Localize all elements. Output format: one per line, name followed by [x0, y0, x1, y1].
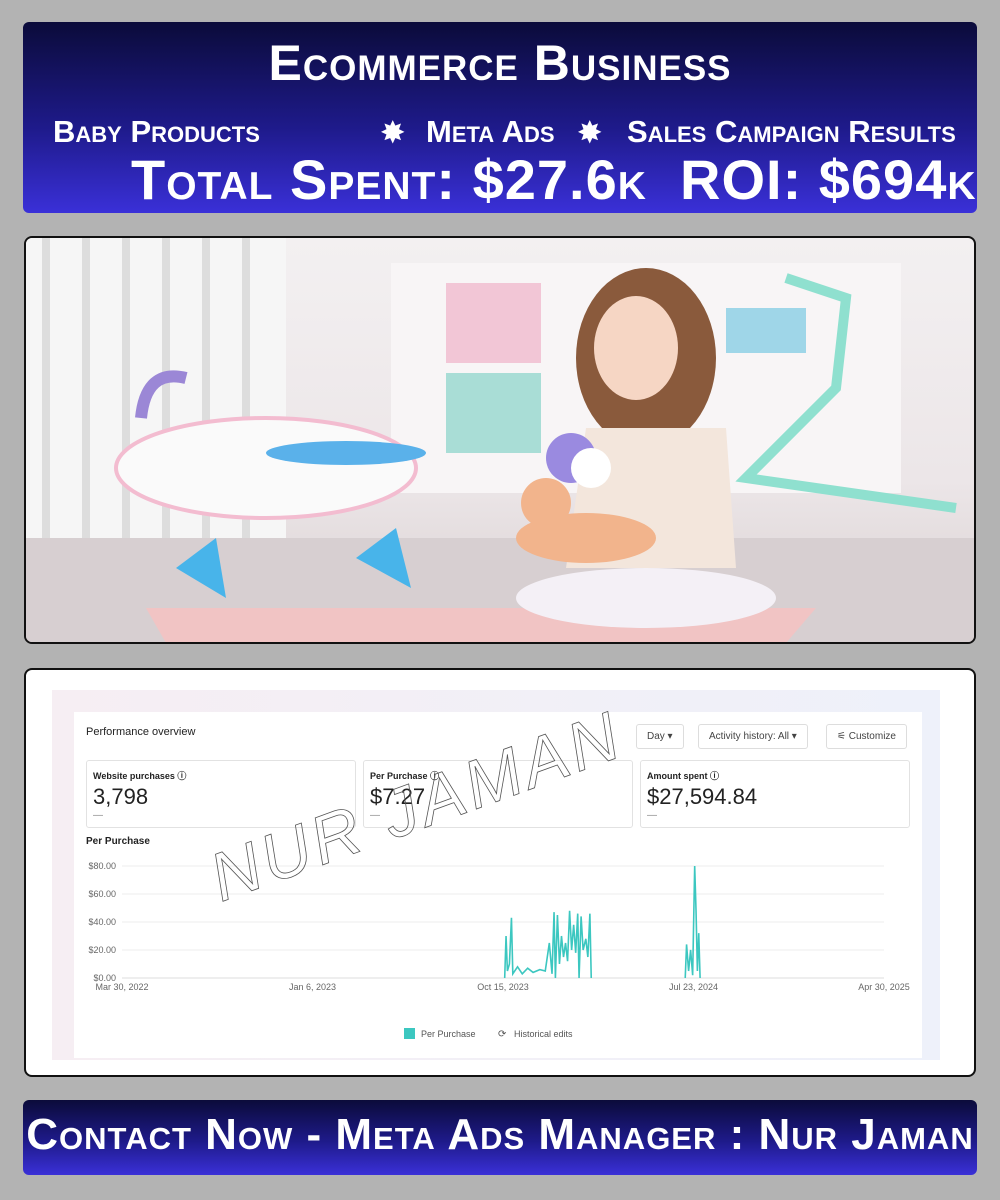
x-tick-label: Mar 30, 2022	[95, 982, 148, 992]
card-value: $27,594.84	[647, 784, 758, 809]
card-per-purchase: Per Purchase ⓘ $7.27 —	[363, 760, 633, 828]
legend-label-historical-edits: Historical edits	[514, 1029, 573, 1039]
customize-label: Customize	[848, 731, 896, 742]
card-website-purchases: Website purchases ⓘ 3,798 —	[86, 760, 356, 828]
header-banner: Ecommerce Business Baby Products ✸ Meta …	[23, 22, 977, 213]
page-title: Ecommerce Business	[268, 35, 732, 91]
series-line-per-purchase	[684, 865, 701, 979]
info-icon[interactable]: ⓘ	[710, 771, 720, 781]
total-spent-roi: Total Spent: $27.6k ROI: $694k	[131, 148, 977, 211]
card-delta: —	[370, 810, 380, 821]
y-tick-label: $40.00	[88, 917, 116, 927]
x-tick-label: Oct 15, 2023	[477, 982, 529, 992]
product-photo	[24, 236, 976, 644]
chart-title: Per Purchase	[86, 836, 150, 847]
y-tick-label: $80.00	[88, 861, 116, 871]
subtitle-sales-campaign: Sales Campaign Results	[627, 114, 956, 149]
per-purchase-chart: $0.00 $20.00 $40.00 $60.00 $80.00 Mar 30, 202…	[88, 861, 910, 1040]
card-delta: —	[93, 810, 103, 821]
star-burst-icon: ✸	[578, 117, 602, 148]
y-tick-label: $0.00	[93, 973, 116, 983]
day-dropdown[interactable]: Day ▾	[636, 724, 684, 749]
star-burst-icon: ✸	[381, 117, 405, 148]
card-label: Per Purchase	[370, 771, 428, 781]
performance-overview-panel: Performance overview Day ▾ Activity hist…	[74, 712, 922, 1058]
ads-manager-screenshot: Performance overview Day ▾ Activity hist…	[24, 668, 976, 1077]
card-label: Website purchases	[93, 771, 175, 781]
info-icon[interactable]: ⓘ	[177, 771, 187, 781]
subtitle-baby-products: Baby Products	[53, 114, 260, 149]
card-value: 3,798	[93, 784, 149, 809]
y-tick-label: $20.00	[88, 945, 116, 955]
customize-button[interactable]: ⚟ Customize	[826, 724, 907, 749]
performance-overview-title: Performance overview	[86, 726, 196, 738]
card-value: $7.27	[370, 784, 426, 809]
legend-label-per-purchase: Per Purchase	[421, 1029, 476, 1039]
customize-icon: ⚟	[837, 731, 849, 742]
x-tick-label: Jan 6, 2023	[289, 982, 336, 992]
series-line-per-purchase	[503, 910, 593, 979]
historical-edits-icon: ⟳	[498, 1029, 507, 1040]
activity-history-dropdown[interactable]: Activity history: All ▾	[698, 724, 808, 749]
y-tick-label: $60.00	[88, 889, 116, 899]
footer-banner: Contact Now - Meta Ads Manager : Nur Jam…	[23, 1100, 977, 1175]
card-label: Amount spent	[647, 771, 708, 781]
info-icon[interactable]: ⓘ	[430, 771, 440, 781]
subtitle-meta-ads: Meta Ads	[426, 114, 555, 149]
contact-text: Contact Now - Meta Ads Manager : Nur Jam…	[26, 1110, 974, 1159]
card-amount-spent: Amount spent ⓘ $27,594.84 —	[640, 760, 910, 828]
x-tick-label: Jul 23, 2024	[669, 982, 718, 992]
card-delta: —	[647, 810, 657, 821]
x-tick-label: Apr 30, 2025	[858, 982, 910, 992]
photo-illustration-icon	[26, 238, 974, 642]
legend-swatch-per-purchase	[404, 1028, 415, 1039]
